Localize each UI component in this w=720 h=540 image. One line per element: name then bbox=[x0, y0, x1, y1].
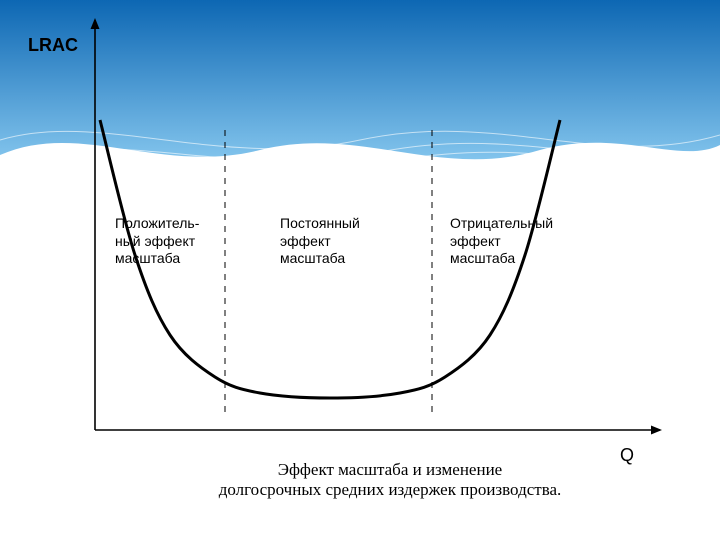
zone-label-constant: Постоянныйэффектмасштаба bbox=[280, 215, 360, 268]
figure-caption: Эффект масштаба и изменениедолгосрочных … bbox=[130, 460, 650, 500]
zone-label-negative: Отрицательныйэффектмасштаба bbox=[450, 215, 553, 268]
lrac-chart bbox=[0, 0, 720, 540]
zone-label-positive: Положитель-ный эффектмасштаба bbox=[115, 215, 199, 268]
y-axis-label: LRAC bbox=[28, 35, 78, 56]
